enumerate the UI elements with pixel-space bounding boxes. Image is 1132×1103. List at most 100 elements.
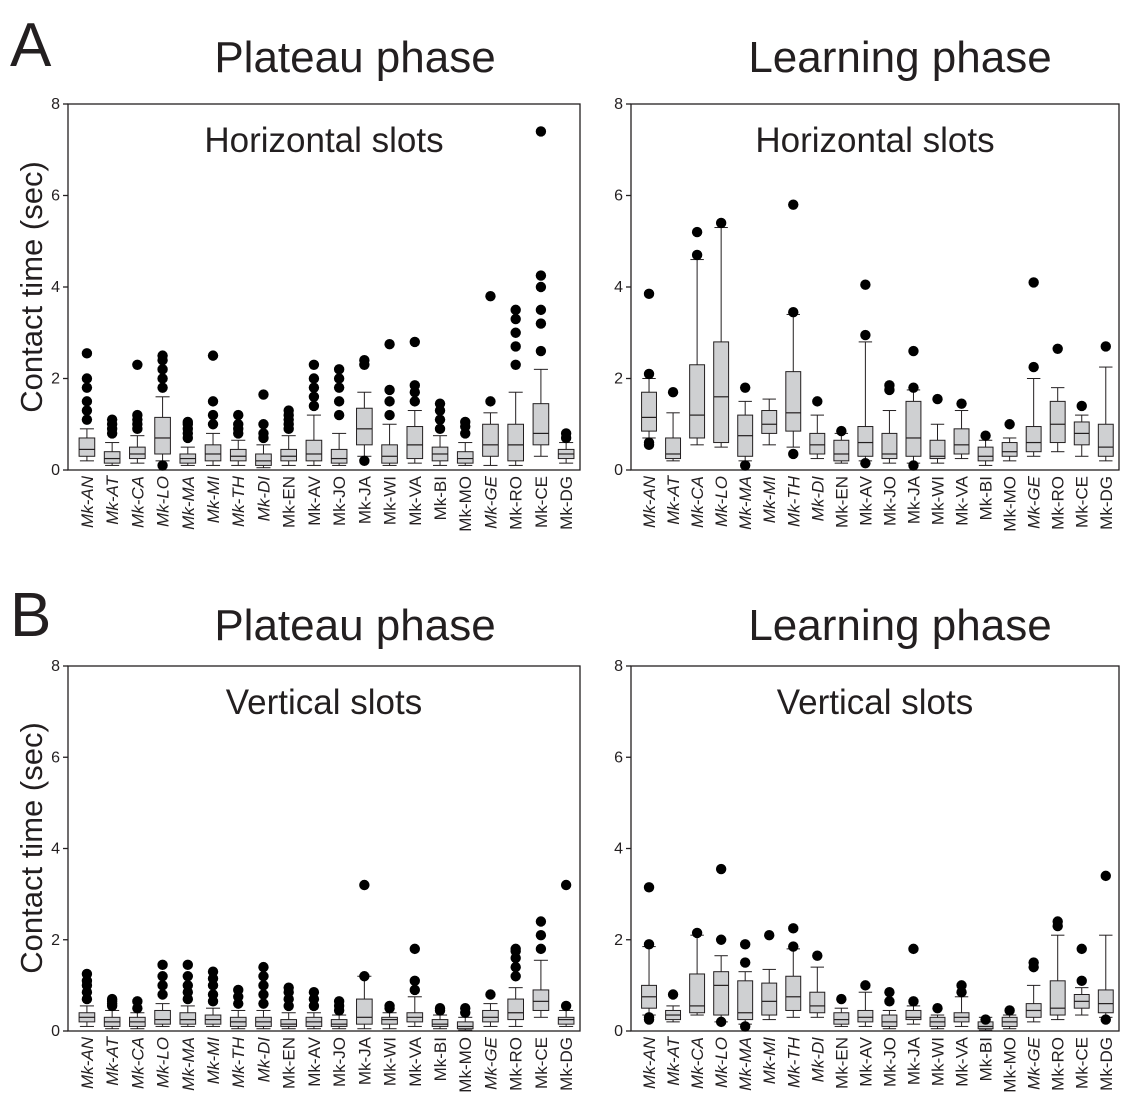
outlier-point	[258, 389, 269, 400]
category-label: Mk-LO	[154, 476, 173, 527]
outlier-point	[485, 989, 496, 1000]
box-group-mk-at	[103, 993, 121, 1030]
box-group-mk-wi	[381, 338, 398, 466]
box	[255, 453, 272, 466]
outlier-point	[836, 425, 847, 437]
panel-subtitle: Horizontal slots	[755, 121, 994, 160]
box-group-mk-at	[665, 989, 682, 1023]
box	[809, 991, 826, 1014]
outlier-point	[1028, 957, 1039, 968]
box	[280, 1019, 298, 1027]
outlier-point	[409, 396, 420, 407]
outlier-point	[932, 393, 943, 405]
category-label: Mk-CE	[1073, 1037, 1092, 1089]
box	[689, 973, 706, 1014]
box	[1049, 980, 1066, 1016]
category-label: Mk-MI	[760, 476, 779, 523]
outlier-point	[207, 966, 219, 977]
category-label: Mk-TH	[229, 1036, 248, 1088]
box-group-mk-av	[305, 359, 323, 466]
outlier-point	[691, 249, 703, 261]
box-group-mk-th	[785, 199, 802, 460]
outlier-point	[860, 279, 871, 290]
outlier-point	[788, 199, 799, 210]
outlier-point	[560, 428, 572, 439]
category-label: Mk-MA	[736, 476, 755, 530]
outlier-point	[643, 1012, 655, 1023]
outlier-point	[157, 373, 168, 384]
category-label: Mk-JO	[330, 476, 349, 526]
category-label: Mk-DI	[808, 1037, 827, 1083]
outlier-point	[691, 927, 703, 939]
category-label: Mk-CE	[1073, 476, 1092, 528]
box	[154, 1009, 171, 1025]
box-group-mk-ro	[1049, 916, 1066, 1021]
outlier-point	[308, 373, 320, 384]
outlier-point	[1076, 975, 1087, 987]
category-label: Mk-CE	[532, 1037, 551, 1089]
outlier-point	[359, 355, 370, 366]
outlier-point	[157, 989, 168, 1000]
box	[665, 437, 682, 460]
box-group-mk-bi	[977, 430, 994, 466]
category-label: Mk-JO	[330, 1037, 349, 1087]
outlier-point	[908, 460, 919, 471]
phase-title-learning-b: Learning phase	[748, 601, 1051, 650]
outlier-point	[308, 382, 320, 393]
box-group-mk-di	[809, 950, 826, 1018]
box-group-mk-lo	[154, 350, 171, 471]
box-group-mk-at	[103, 414, 121, 466]
category-label: Mk-VA	[953, 475, 972, 525]
category-label: Mk-MO	[1001, 1037, 1020, 1093]
outlier-point	[182, 971, 194, 982]
outlier-point	[836, 993, 847, 1005]
category-label: Mk-JO	[880, 476, 899, 526]
category-label: Mk-DI	[254, 476, 273, 522]
box	[761, 982, 778, 1016]
y-tick-label: 8	[614, 658, 623, 675]
category-label: Mk-DI	[254, 1037, 273, 1083]
category-label: Mk-EN	[832, 476, 851, 528]
outlier-point	[1100, 341, 1111, 352]
outlier-point	[667, 387, 679, 398]
box	[356, 998, 373, 1025]
category-label: Mk-LO	[712, 1037, 731, 1088]
box-group-mk-ja	[356, 879, 373, 1030]
box-group-mk-dg	[1097, 870, 1114, 1025]
box	[857, 426, 874, 457]
box-group-mk-jo	[330, 996, 348, 1030]
box-group-mk-an	[641, 882, 657, 1025]
box	[833, 439, 850, 462]
outlier-point	[1004, 419, 1015, 430]
outlier-point	[643, 368, 655, 380]
outlier-point	[535, 126, 547, 137]
box-group-mk-ge	[482, 290, 499, 466]
outlier-point	[956, 398, 967, 409]
category-label: Mk-LO	[712, 476, 731, 527]
box	[532, 989, 550, 1011]
outlier-point	[1100, 870, 1111, 882]
box	[330, 1019, 348, 1027]
outlier-point	[560, 1000, 572, 1012]
outlier-point	[233, 409, 244, 421]
box-group-mk-ce	[1073, 943, 1090, 1016]
outlier-point	[81, 968, 93, 980]
category-label: Mk-AN	[78, 1036, 97, 1089]
outlier-point	[182, 980, 194, 991]
box-group-mk-ma	[179, 416, 197, 466]
y-tick-label: 2	[51, 932, 60, 949]
box-group-mk-dg	[1097, 341, 1114, 462]
outlier-point	[535, 318, 547, 329]
outlier-point	[333, 382, 345, 393]
box-group-mk-ma	[737, 939, 754, 1032]
outlier-point	[81, 373, 93, 384]
outlier-point	[485, 396, 496, 407]
outlier-point	[643, 939, 655, 950]
phase-title-plateau-a: Plateau phase	[214, 33, 495, 82]
panel-subtitle: Vertical slots	[226, 683, 422, 722]
y-tick-label: 0	[614, 1023, 623, 1040]
outlier-point	[333, 373, 345, 384]
box-group-mk-mo	[456, 416, 474, 466]
category-label: Mk-MO	[456, 1037, 475, 1093]
outlier-point	[81, 414, 93, 425]
